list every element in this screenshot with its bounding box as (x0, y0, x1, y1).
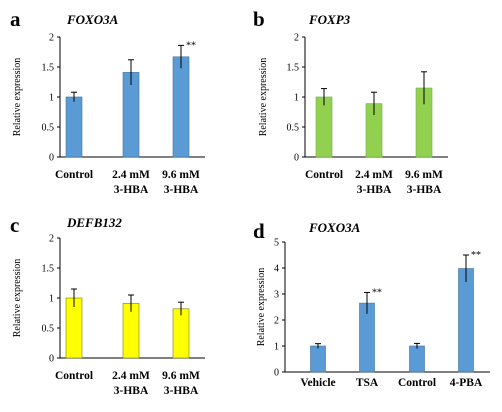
y-tick-label: 5 (274, 238, 279, 249)
y-tick-label: 1.5 (42, 63, 55, 74)
significance-marker: ** (471, 250, 481, 261)
y-tick-label: 4 (274, 264, 279, 275)
category-label: TSA (356, 377, 379, 389)
y-tick-label: 0 (294, 153, 299, 164)
y-tick-label: 2 (294, 33, 299, 44)
category-label: 2.4 mM (355, 169, 393, 181)
panel-letter: a (10, 7, 21, 31)
y-tick-label: 1.5 (42, 264, 55, 275)
panel-title: FOXO3A (66, 12, 119, 27)
chart-panel-a: a FOXO3A 0 0.5 1 1.5 2 Relative expression Contr… (10, 7, 205, 196)
y-tick-label: 0 (274, 368, 279, 379)
significance-marker: ** (186, 40, 196, 51)
y-tick-label: 3 (274, 290, 279, 301)
category-label: 3-HBA (114, 184, 149, 196)
category-label: 4-PBA (450, 377, 483, 389)
category-label: 9.6 mM (162, 169, 200, 181)
y-tick-label: 1 (274, 342, 279, 353)
bar (458, 268, 474, 373)
category-label: 9.6 mM (162, 370, 200, 382)
panel-letter: d (253, 219, 265, 243)
significance-marker: ** (372, 287, 382, 298)
bar (172, 308, 190, 359)
y-axis-label: Relative expression (258, 58, 269, 137)
bar (172, 56, 190, 158)
panel-letter: b (253, 7, 265, 31)
y-axis-label: Relative expression (12, 58, 23, 137)
y-tick-label: 2 (274, 316, 279, 327)
category-label: 3-HBA (164, 184, 199, 196)
bar (65, 96, 83, 158)
panel-title: FOXO3A (308, 220, 361, 235)
y-tick-label: 1 (294, 93, 299, 104)
category-label: 9.6 mM (405, 169, 443, 181)
y-axis-label: Relative expression (12, 259, 23, 338)
bar (315, 96, 333, 158)
category-label: 2.4 mM (112, 370, 150, 382)
chart-panel-c: c DEFB132 0 0.5 1 1.5 2 Relative expression Cont… (10, 213, 205, 397)
y-tick-label: 0.5 (42, 324, 55, 335)
bar (122, 72, 140, 158)
panel-letter: c (10, 213, 19, 237)
category-label: Vehicle (300, 377, 335, 389)
category-label: 2.4 mM (112, 169, 150, 181)
y-tick-label: 1.5 (287, 63, 300, 74)
bar (310, 345, 326, 373)
category-label: Control (55, 370, 93, 382)
chart-panel-b: b FOXP3 0 0.5 1 1.5 2 Relative expression Contro… (253, 7, 448, 196)
category-label: 3-HBA (407, 184, 442, 196)
category-label: 3-HBA (164, 385, 199, 397)
panel-title: FOXP3 (308, 12, 351, 27)
panel-title: DEFB132 (66, 215, 122, 230)
y-tick-label: 0 (49, 153, 54, 164)
y-tick-label: 1 (49, 294, 54, 305)
category-label: 3-HBA (114, 385, 149, 397)
y-tick-label: 0 (49, 354, 54, 365)
y-tick-label: 1 (49, 93, 54, 104)
y-tick-label: 0.5 (287, 123, 300, 134)
y-tick-label: 2 (49, 33, 54, 44)
y-axis-label: Relative expression (256, 268, 267, 347)
chart-panel-d: d FOXO3A 0 1 2 3 4 5 Relative expression Vehicle *… (253, 219, 490, 389)
category-label: Control (305, 169, 343, 181)
y-tick-label: 0.5 (42, 123, 55, 134)
category-label: 3-HBA (357, 184, 392, 196)
y-tick-label: 2 (49, 234, 54, 245)
category-label: Control (398, 377, 436, 389)
bar (409, 345, 425, 373)
category-label: Control (55, 169, 93, 181)
